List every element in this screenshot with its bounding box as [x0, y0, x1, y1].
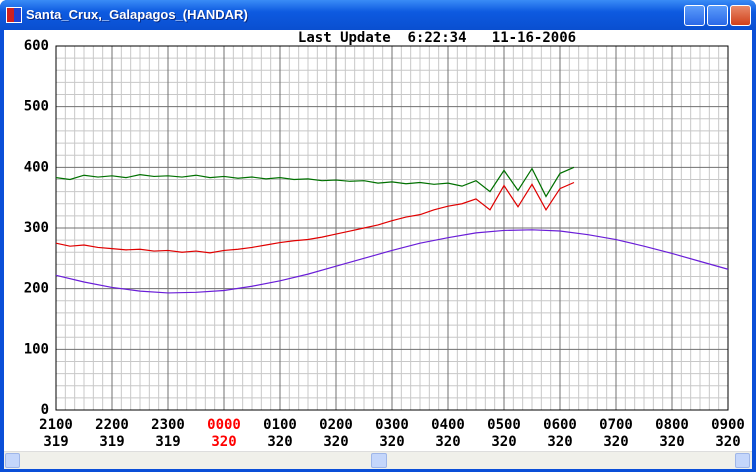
x-tick-day-label: 319	[155, 434, 180, 450]
x-tick-label: 2300	[151, 417, 185, 433]
scroll-right-button[interactable]	[735, 453, 750, 468]
chart-subtitle: Last Update 6:22:34 11-16-2006	[298, 30, 576, 46]
y-tick-label: 0	[41, 402, 49, 418]
y-tick-label: 400	[24, 159, 49, 175]
x-tick-day-label: 320	[491, 434, 516, 450]
close-button[interactable]	[730, 5, 751, 26]
app-icon	[6, 7, 22, 23]
series-line	[55, 229, 729, 294]
horizontal-scrollbar[interactable]	[4, 451, 752, 469]
x-tick-day-label: 320	[659, 434, 684, 450]
x-tick-label: 0800	[655, 417, 689, 433]
x-tick-day-label: 319	[43, 434, 68, 450]
x-tick-label: 0700	[599, 417, 633, 433]
series-line	[55, 181, 575, 254]
x-tick-day-label: 320	[379, 434, 404, 450]
series-line	[55, 166, 575, 198]
x-tick-day-label: 319	[99, 434, 124, 450]
x-tick-day-label: 320	[211, 434, 236, 450]
x-tick-label: 2100	[39, 417, 73, 433]
x-tick-label: 0900	[711, 417, 745, 433]
x-tick-day-label: 320	[435, 434, 460, 450]
client-area	[4, 30, 752, 468]
x-tick-day-label: 320	[603, 434, 628, 450]
y-tick-label: 300	[24, 220, 49, 236]
x-tick-day-label: 320	[267, 434, 292, 450]
minimize-button[interactable]	[684, 5, 705, 26]
x-tick-label: 0100	[263, 417, 297, 433]
y-tick-label: 100	[24, 341, 49, 357]
x-tick-label: 2200	[95, 417, 129, 433]
x-tick-label: 0500	[487, 417, 521, 433]
x-tick-day-label: 320	[323, 434, 348, 450]
maximize-button[interactable]	[707, 5, 728, 26]
y-tick-label: 500	[24, 99, 49, 115]
window-title: Santa_Crux,_Galapagos_(HANDAR)	[26, 7, 248, 22]
x-tick-label: 0000	[207, 417, 241, 433]
x-tick-label: 0300	[375, 417, 409, 433]
scroll-left-button[interactable]	[5, 453, 20, 468]
x-tick-label: 0400	[431, 417, 465, 433]
x-tick-label: 0600	[543, 417, 577, 433]
y-tick-label: 200	[24, 281, 49, 297]
y-tick-label: 600	[24, 38, 49, 54]
x-tick-day-label: 320	[715, 434, 740, 450]
title-bar: Santa_Crux,_Galapagos_(HANDAR)	[0, 0, 756, 30]
plot-frame	[55, 45, 729, 411]
scroll-thumb[interactable]	[371, 453, 387, 468]
x-tick-day-label: 320	[547, 434, 572, 450]
x-tick-label: 0200	[319, 417, 353, 433]
